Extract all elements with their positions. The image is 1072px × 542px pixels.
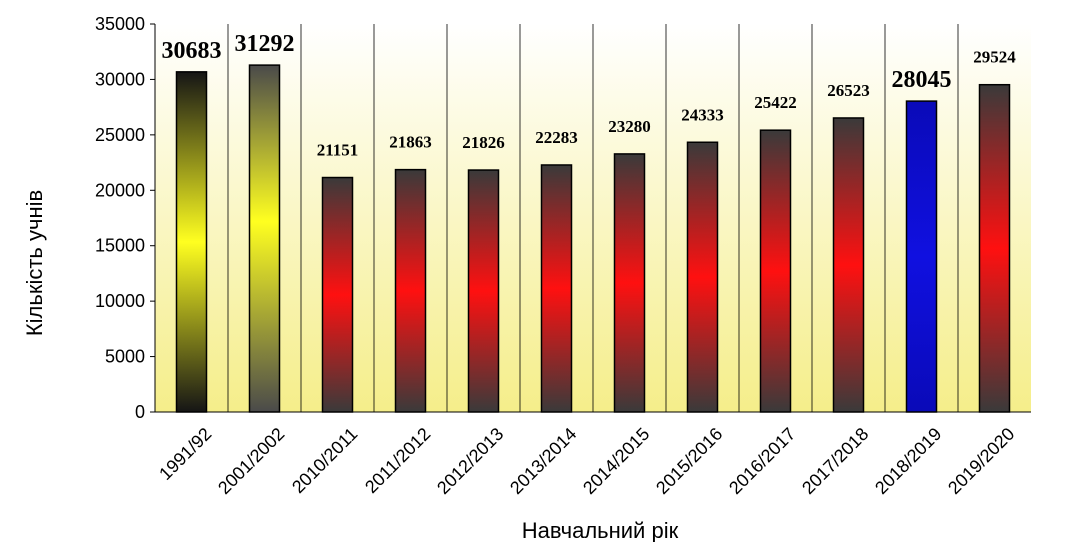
data-label: 21863	[389, 133, 432, 152]
data-label: 21151	[317, 141, 359, 160]
data-label: 21826	[462, 133, 505, 152]
bar-2017-2018	[832, 117, 865, 413]
bar-2001-2002	[248, 64, 281, 413]
x-tick-label: 2014/2015	[579, 424, 653, 498]
data-label: 29524	[973, 48, 1016, 67]
x-tick-label: 2019/2020	[944, 424, 1018, 498]
data-label: 26523	[827, 81, 870, 100]
bar-2015-2016	[686, 141, 719, 413]
data-label: 30683	[162, 38, 222, 64]
x-tick-label: 2001/2002	[214, 424, 288, 498]
y-tick-label: 0	[135, 402, 145, 422]
data-label: 22283	[535, 128, 578, 147]
data-label: 28045	[892, 67, 952, 93]
bar-2010-2011	[321, 176, 354, 413]
data-label: 31292	[235, 31, 295, 57]
y-tick-label: 15000	[95, 236, 145, 256]
bar-2018-2019	[905, 100, 938, 413]
data-labels-group: 30683 31292 21151 21863 21826 22283 23280 24333…	[162, 31, 1017, 159]
bar-2019-2020	[978, 83, 1011, 413]
bar-2016-2017	[759, 129, 792, 413]
x-tick-label: 1991/92	[155, 424, 215, 484]
x-axis-title: Навчальний рік	[522, 518, 679, 542]
x-tick-label: 2010/2011	[288, 424, 361, 497]
x-tick-label: 2018/2019	[871, 424, 945, 498]
y-tick-label: 10000	[95, 291, 145, 311]
x-tick-label: 2011/2012	[361, 424, 434, 497]
bar-2013-2014	[540, 164, 573, 413]
bar-2012-2013	[467, 169, 500, 413]
bars-group	[175, 64, 1011, 413]
x-tick-label: 2017/2018	[798, 424, 872, 498]
data-label: 25422	[754, 93, 797, 112]
bar-2011-2012	[394, 168, 427, 413]
y-tick-label: 20000	[95, 180, 145, 200]
x-tick-label: 2012/2013	[433, 424, 507, 498]
data-label: 24333	[681, 105, 724, 124]
data-label: 23280	[608, 117, 651, 136]
bar-2014-2015	[613, 153, 646, 413]
y-tick-label: 5000	[105, 347, 145, 367]
y-tick-label: 35000	[95, 14, 145, 34]
category-gridlines	[227, 24, 959, 412]
y-tick-label: 30000	[95, 69, 145, 89]
x-tick-label: 2016/2017	[725, 424, 799, 498]
y-tick-label: 25000	[95, 125, 145, 145]
x-tick-label: 2015/2016	[652, 424, 726, 498]
y-axis-title: Кількість учнів	[22, 190, 47, 336]
y-axis-ticks: 0 5000 10000 15000 20000 25000 30000 35000	[95, 14, 155, 422]
bar-1991-92	[175, 71, 208, 413]
x-tick-label: 2013/2014	[506, 424, 580, 498]
